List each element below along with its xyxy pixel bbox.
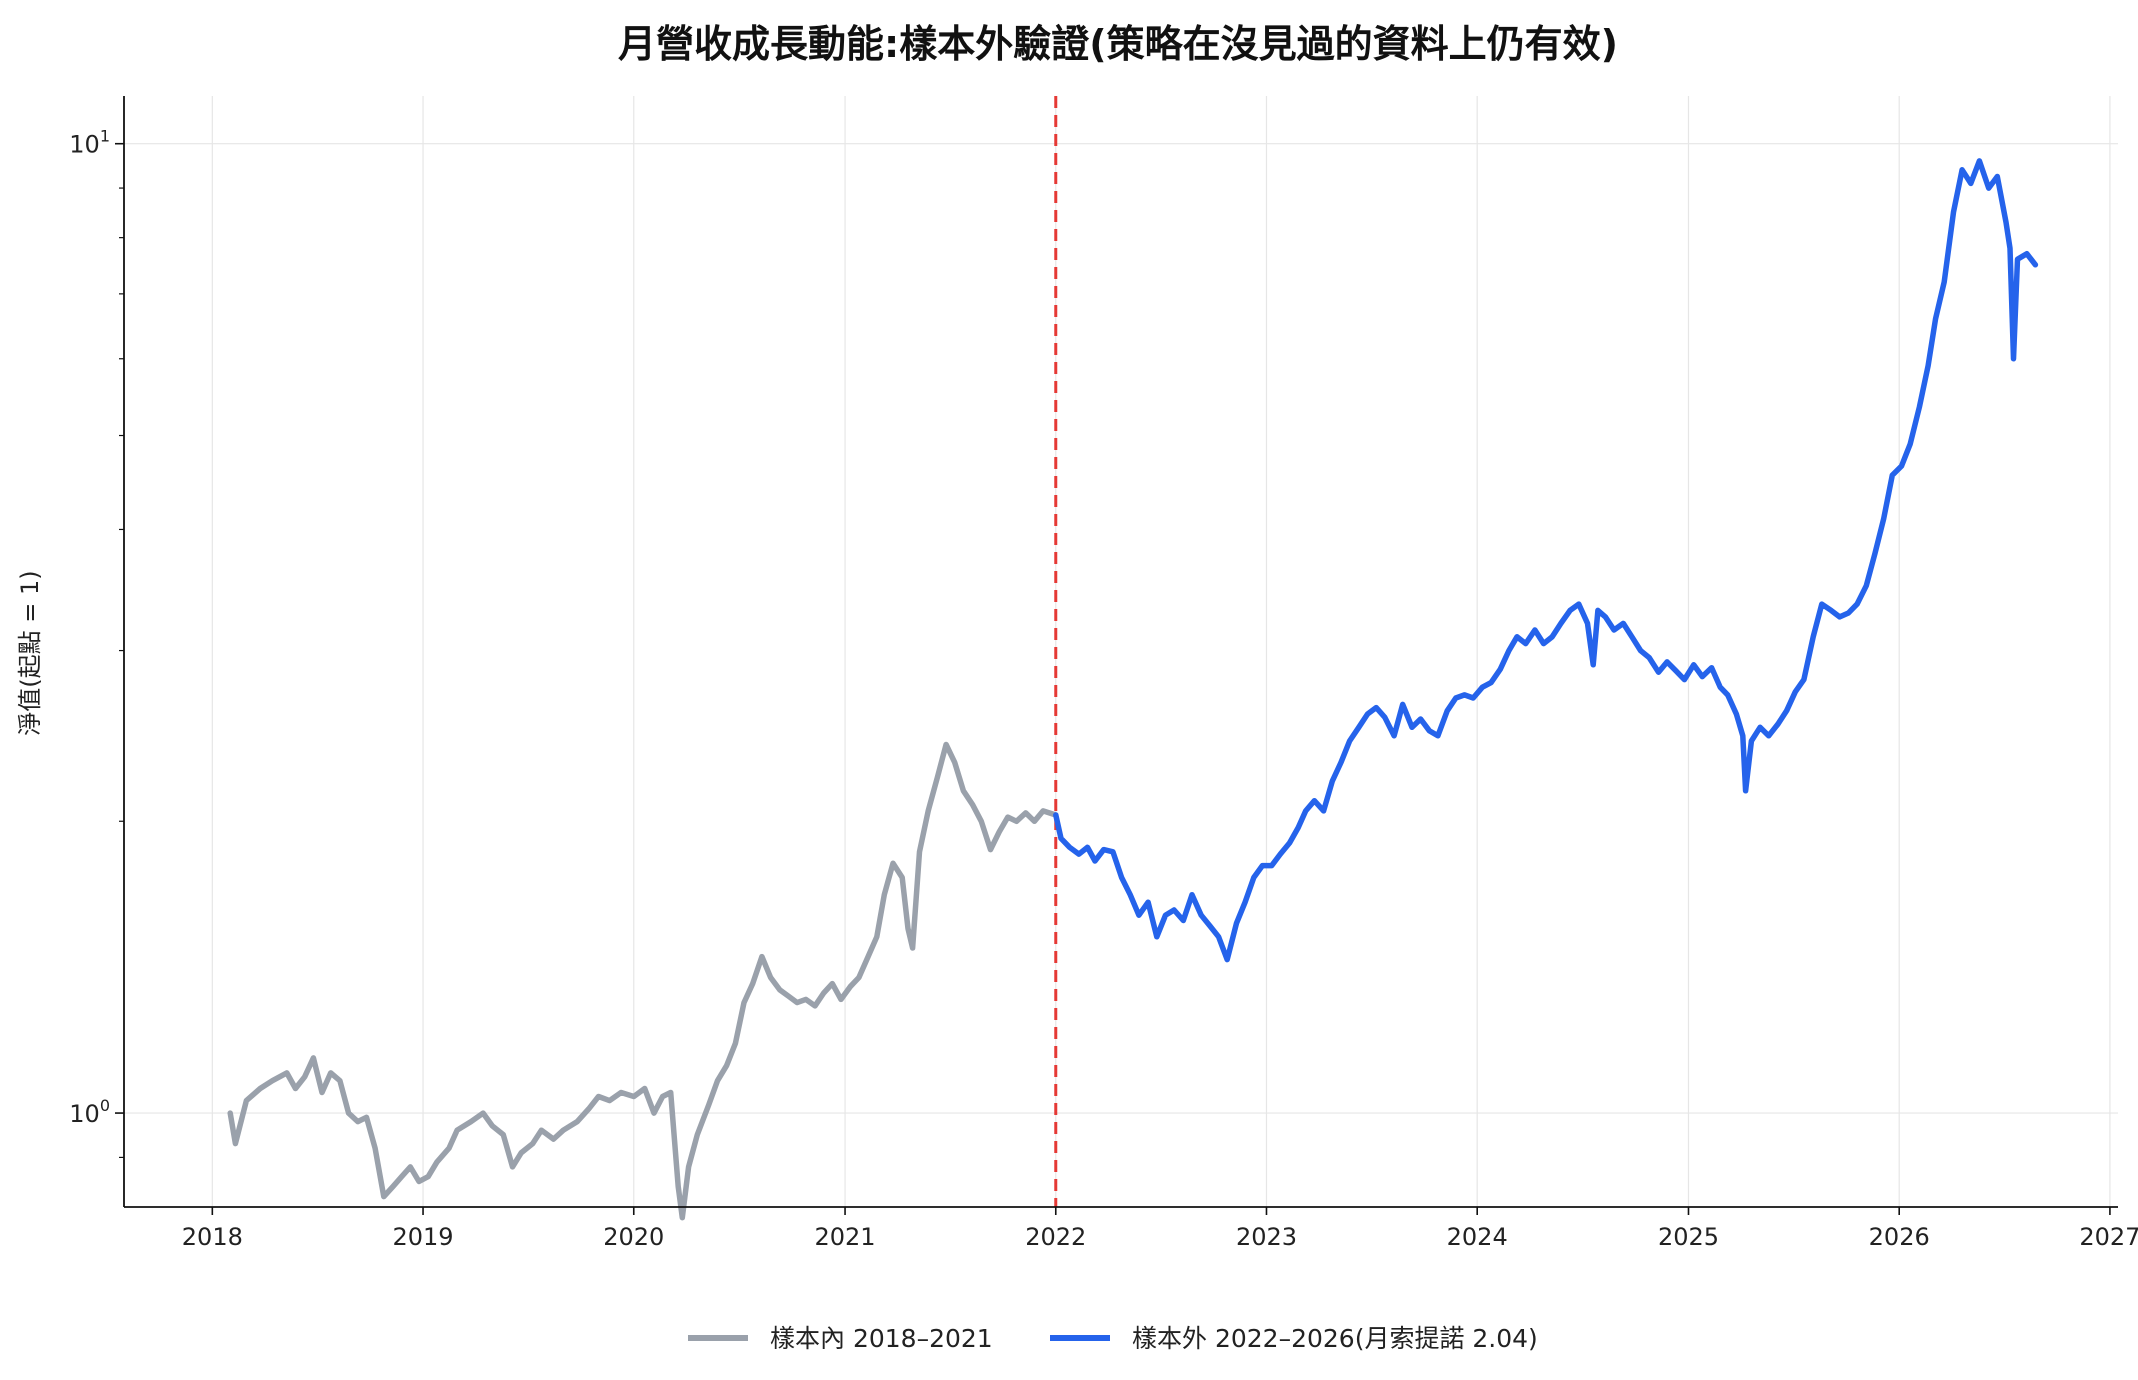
x-tick-label-2023: 2023: [1236, 1223, 1297, 1251]
series-line-0: [227, 741, 1059, 1221]
chart-title: 月營收成長動能:樣本外驗證(策略在沒見過的資料上仍有效): [618, 22, 1618, 66]
grid: [124, 96, 2118, 1207]
legend-label-1: 樣本外 2022–2026(月索提諾 2.04): [1132, 1324, 1538, 1353]
ticks: 2018 2019 2020 2021 2022 2023 2024 2025 2026 2027…: [69, 127, 2138, 1251]
x-tick-label-2019: 2019: [393, 1223, 454, 1251]
x-tick-label-2024: 2024: [1447, 1223, 1508, 1251]
series-line-1: [1053, 158, 2039, 963]
legend-label-0: 樣本內 2018–2021: [770, 1324, 993, 1353]
x-tick-label-2022: 2022: [1025, 1223, 1086, 1251]
legend: 樣本內 2018–2021 樣本外 2022–2026(月索提諾 2.04): [688, 1324, 1538, 1353]
x-tick-label-2027: 2027: [2079, 1223, 2138, 1251]
x-tick-label-2018: 2018: [182, 1223, 243, 1251]
series-group: [227, 158, 2039, 1221]
y-tick-label-0: 100: [69, 1096, 110, 1128]
axes: [123, 96, 2118, 1208]
x-tick-label-2020: 2020: [603, 1223, 664, 1251]
y-axis-label: 淨值(起點 = 1): [16, 570, 44, 735]
x-tick-label-2025: 2025: [1658, 1223, 1719, 1251]
x-tick-label-2026: 2026: [1869, 1223, 1930, 1251]
x-tick-label-2021: 2021: [815, 1223, 876, 1251]
y-tick-label-1: 101: [69, 127, 110, 159]
